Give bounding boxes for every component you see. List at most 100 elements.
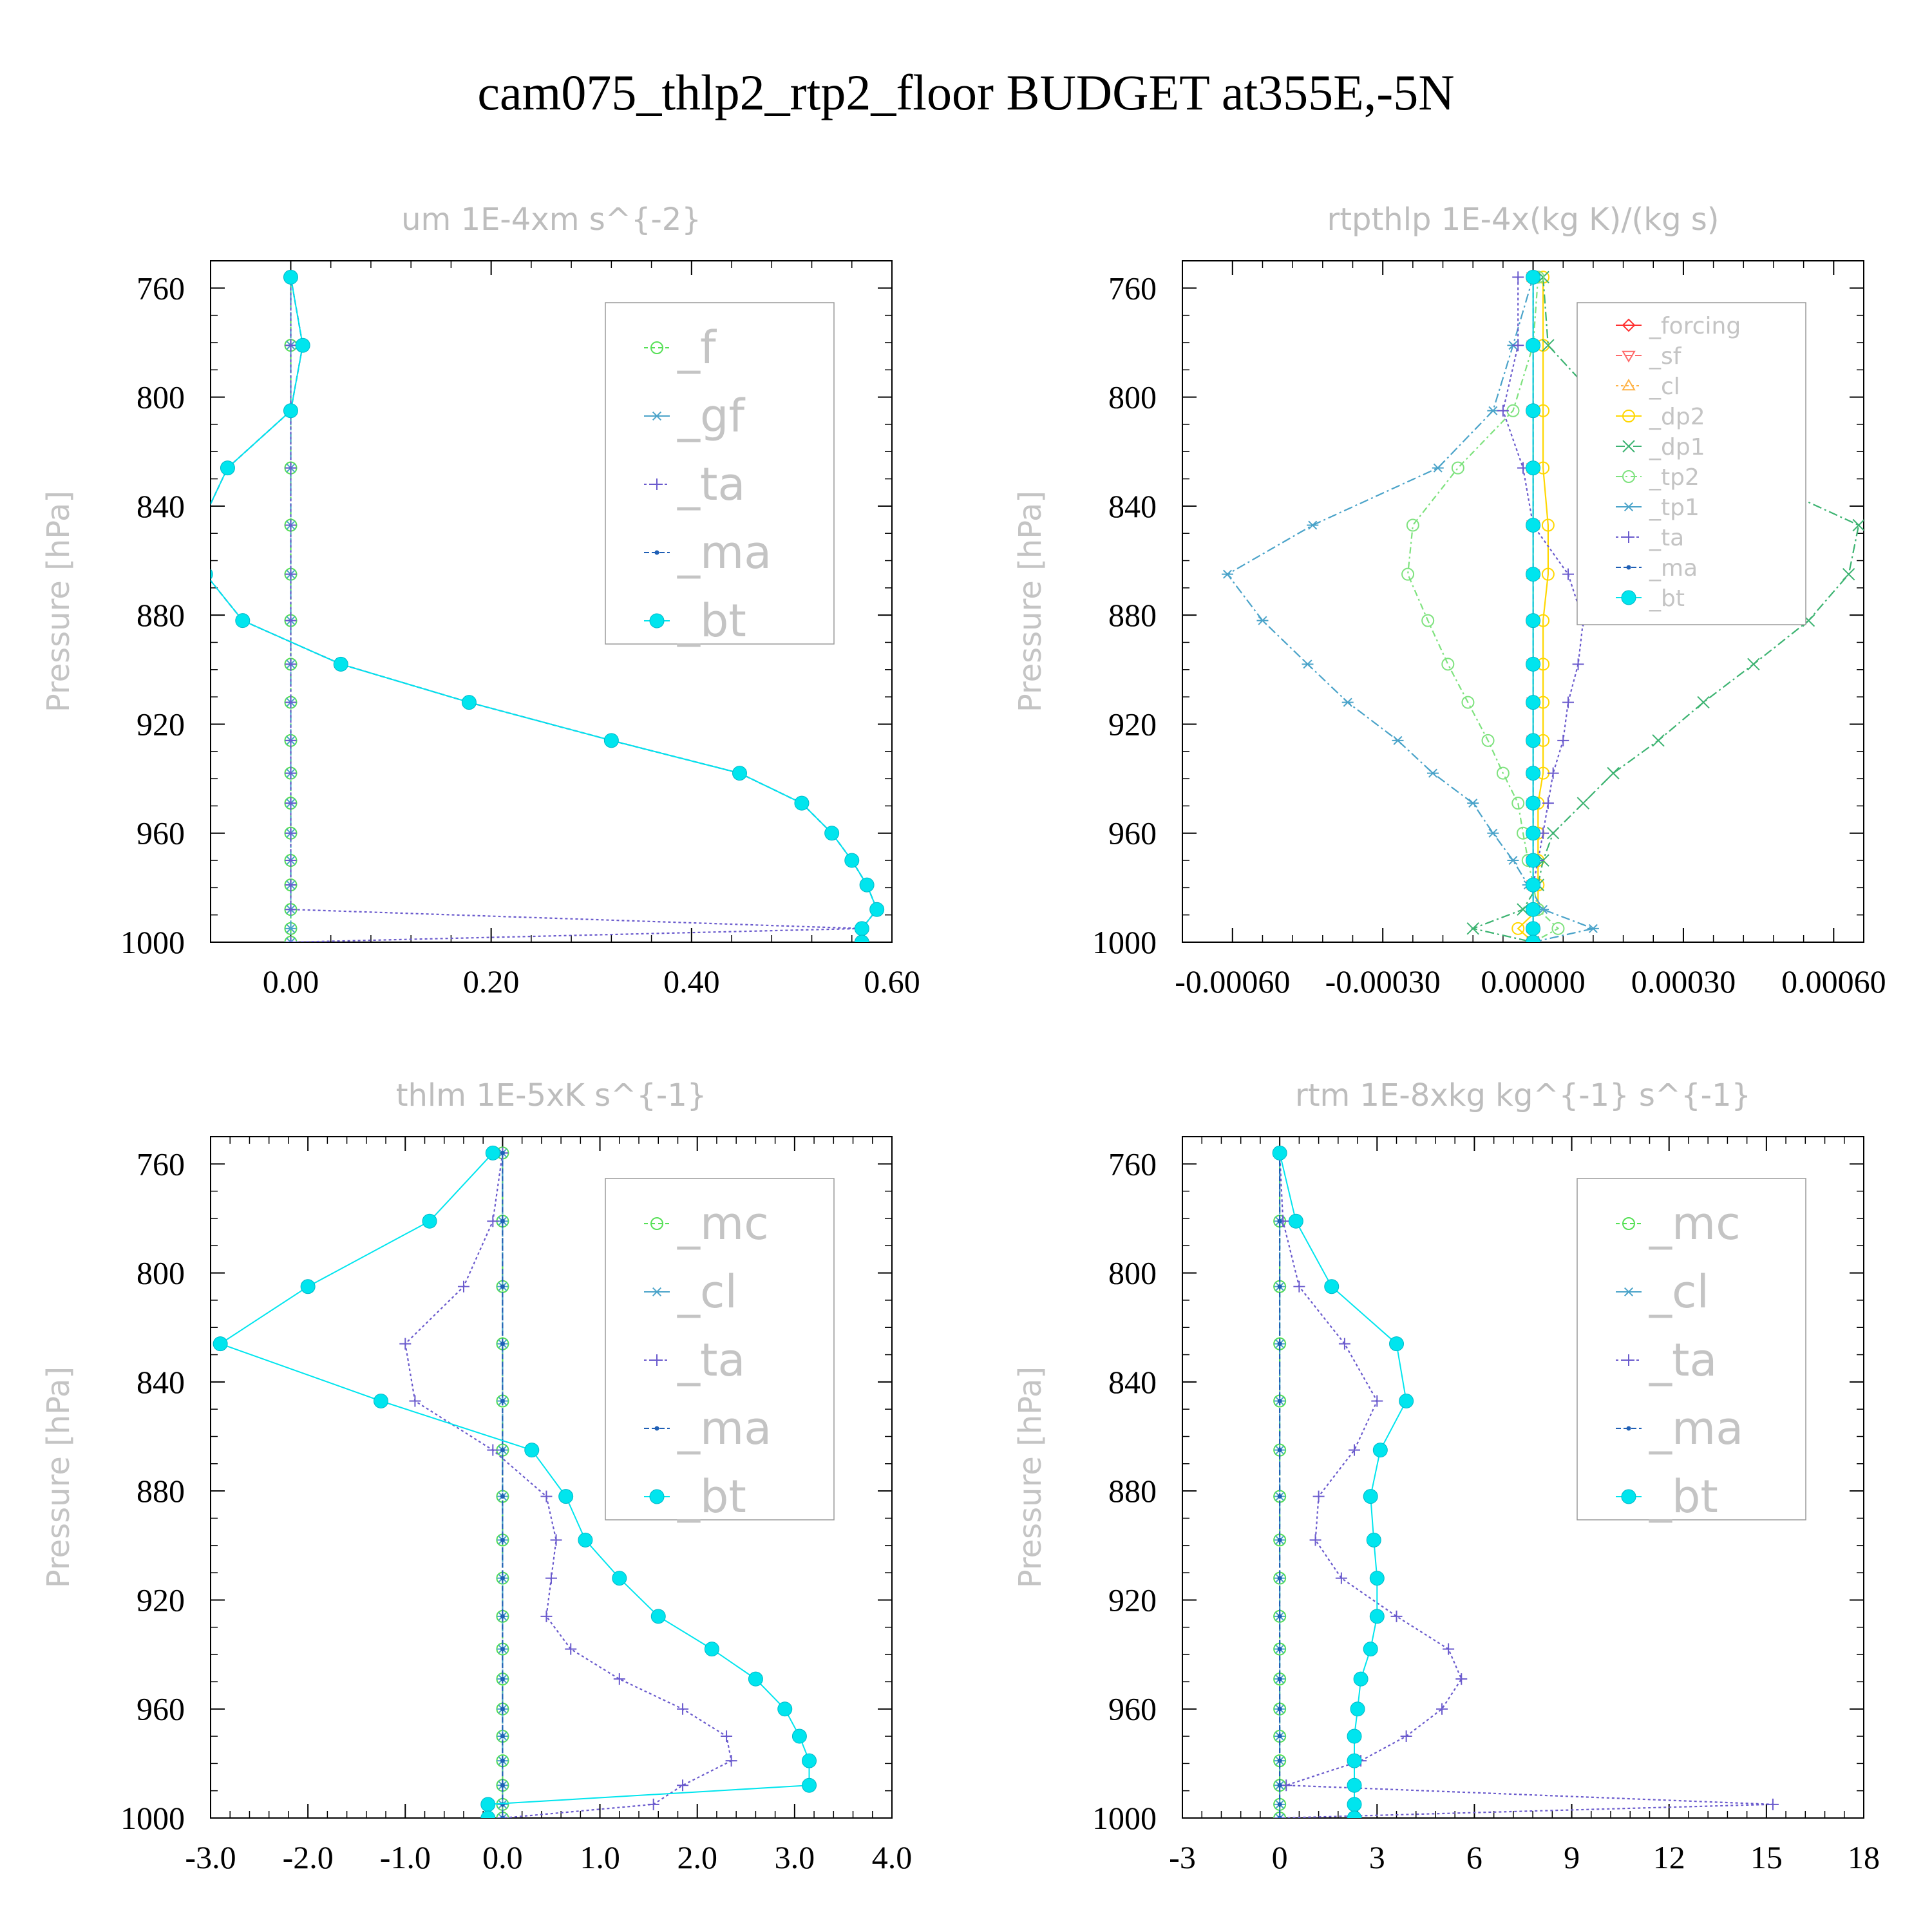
data-point-bt <box>1347 1810 1362 1818</box>
y-axis-label: Pressure [hPa] <box>41 491 77 712</box>
data-point-bt <box>859 877 875 893</box>
plot-frame <box>1182 260 1864 943</box>
x-tick-label: 0.00 <box>263 963 319 999</box>
data-point-ma <box>1277 1341 1282 1347</box>
data-point-bt <box>1526 733 1541 748</box>
legend-marker-ta <box>651 478 663 490</box>
legend-label-cl: _cl <box>1649 374 1680 400</box>
data-point-bt <box>211 569 213 580</box>
data-point-ma <box>500 1758 505 1763</box>
data-point-ma <box>1277 1537 1282 1542</box>
y-tick-label: 840 <box>1108 488 1157 524</box>
legend-label-ma: _ma <box>1649 1402 1743 1455</box>
data-point-bt <box>650 1609 666 1624</box>
data-point-ta <box>1349 1444 1361 1456</box>
legend-label-f: _f <box>677 321 717 374</box>
data-point-ma <box>500 1399 505 1404</box>
legend-marker-cl <box>1623 1287 1634 1297</box>
data-point-bt <box>220 460 235 476</box>
data-point-cl <box>1274 1813 1286 1818</box>
data-point-bt <box>1526 795 1541 811</box>
data-point-bt <box>791 1728 807 1744</box>
legend-marker-sf <box>1622 350 1636 363</box>
series-layer <box>1222 269 1864 942</box>
figure-title: cam075_thlp2_rtp2_floor BUDGET at355E,-5… <box>477 64 1454 120</box>
data-point-ta <box>677 1703 689 1715</box>
data-point-dp1 <box>1842 567 1855 581</box>
legend-label-cl: _cl <box>677 1265 737 1318</box>
legend-marker-ta <box>651 1354 663 1366</box>
data-point-tp2 <box>1406 518 1419 532</box>
y-tick-label: 960 <box>1108 815 1157 851</box>
data-point-ma <box>1277 1576 1282 1581</box>
data-point-bt <box>485 1145 500 1160</box>
data-point-ta <box>1371 1395 1383 1407</box>
legend-label-mc: _mc <box>677 1197 769 1250</box>
legend-label-bt: _bt <box>1649 1470 1718 1523</box>
data-point-ma <box>1277 1494 1282 1499</box>
data-point-ta <box>1766 1798 1779 1810</box>
legend-marker-forcing <box>1622 318 1636 332</box>
panel-title: rtm 1E-8xkg kg^{-1} s^{-1} <box>1295 1077 1751 1113</box>
data-point-ma <box>500 1448 505 1453</box>
data-point-ta <box>1547 767 1559 779</box>
data-point-ma <box>1277 1707 1282 1712</box>
data-point-gf <box>285 923 297 933</box>
x-tick-label: 12 <box>1653 1839 1685 1875</box>
data-point-ta <box>677 1779 689 1792</box>
data-point-bt <box>732 766 748 781</box>
y-tick-label: 800 <box>137 1255 185 1291</box>
data-point-ta <box>1400 1730 1412 1743</box>
legend-label-bt: _bt <box>677 594 746 647</box>
data-point-ta <box>457 1280 469 1293</box>
panel-title: um 1E-4xm s^{-2} <box>401 202 701 238</box>
x-tick-label: 9 <box>1564 1839 1580 1875</box>
x-tick-label: 15 <box>1750 1839 1783 1875</box>
data-point-ta <box>540 1610 553 1622</box>
series-layer <box>213 1145 817 1818</box>
data-point-tp1 <box>1432 463 1444 473</box>
legend-label-ta: _ta <box>677 458 745 511</box>
data-point-ma <box>1277 1399 1282 1404</box>
y-tick-label: 760 <box>137 1146 185 1182</box>
legend-marker-mc <box>1622 1217 1635 1230</box>
data-point-ma <box>1277 1218 1282 1224</box>
data-point-bt <box>1526 613 1541 629</box>
x-tick-label: 0.40 <box>663 963 720 999</box>
data-point-bt <box>1347 1777 1362 1793</box>
data-point-bt <box>480 1810 496 1818</box>
data-point-bt <box>1369 1571 1385 1586</box>
data-point-tp2 <box>1461 696 1475 709</box>
data-point-dp2 <box>1511 922 1525 935</box>
data-point-bt <box>777 1701 793 1717</box>
data-point-bt <box>283 269 298 285</box>
data-point-bt <box>704 1642 719 1657</box>
data-point-bt <box>558 1489 574 1504</box>
data-point-bt <box>794 795 810 811</box>
y-tick-label: 880 <box>137 1473 185 1509</box>
legend-marker-cl <box>1622 379 1636 391</box>
data-point-ta <box>1312 1490 1325 1502</box>
data-point-bt <box>374 1394 388 1409</box>
data-point-bt <box>213 1336 228 1352</box>
data-point-bt <box>422 1213 437 1229</box>
y-tick-label: 960 <box>1108 1691 1157 1727</box>
data-point-gf <box>285 937 297 942</box>
y-tick-label: 760 <box>1108 270 1157 306</box>
data-point-bt <box>283 403 298 419</box>
data-point-bt <box>802 1753 817 1768</box>
data-point-ta <box>285 904 297 916</box>
data-point-ta <box>647 1798 659 1810</box>
x-tick-label: 0.60 <box>864 963 920 999</box>
x-tick-label: 6 <box>1466 1839 1482 1875</box>
data-point-ma <box>1277 1758 1282 1763</box>
data-point-ta <box>1293 1280 1305 1293</box>
y-axis-label: Pressure [hPa] <box>41 1367 77 1588</box>
legend-label-dp1: _dp1 <box>1649 434 1705 460</box>
y-tick-label: 1000 <box>1092 924 1157 960</box>
legend-label-dp2: _dp2 <box>1649 404 1705 430</box>
data-point-bt <box>1347 1728 1362 1744</box>
data-point-bt <box>748 1671 763 1687</box>
data-point-bt <box>461 695 477 710</box>
legend-label-forcing: _forcing <box>1649 313 1741 339</box>
